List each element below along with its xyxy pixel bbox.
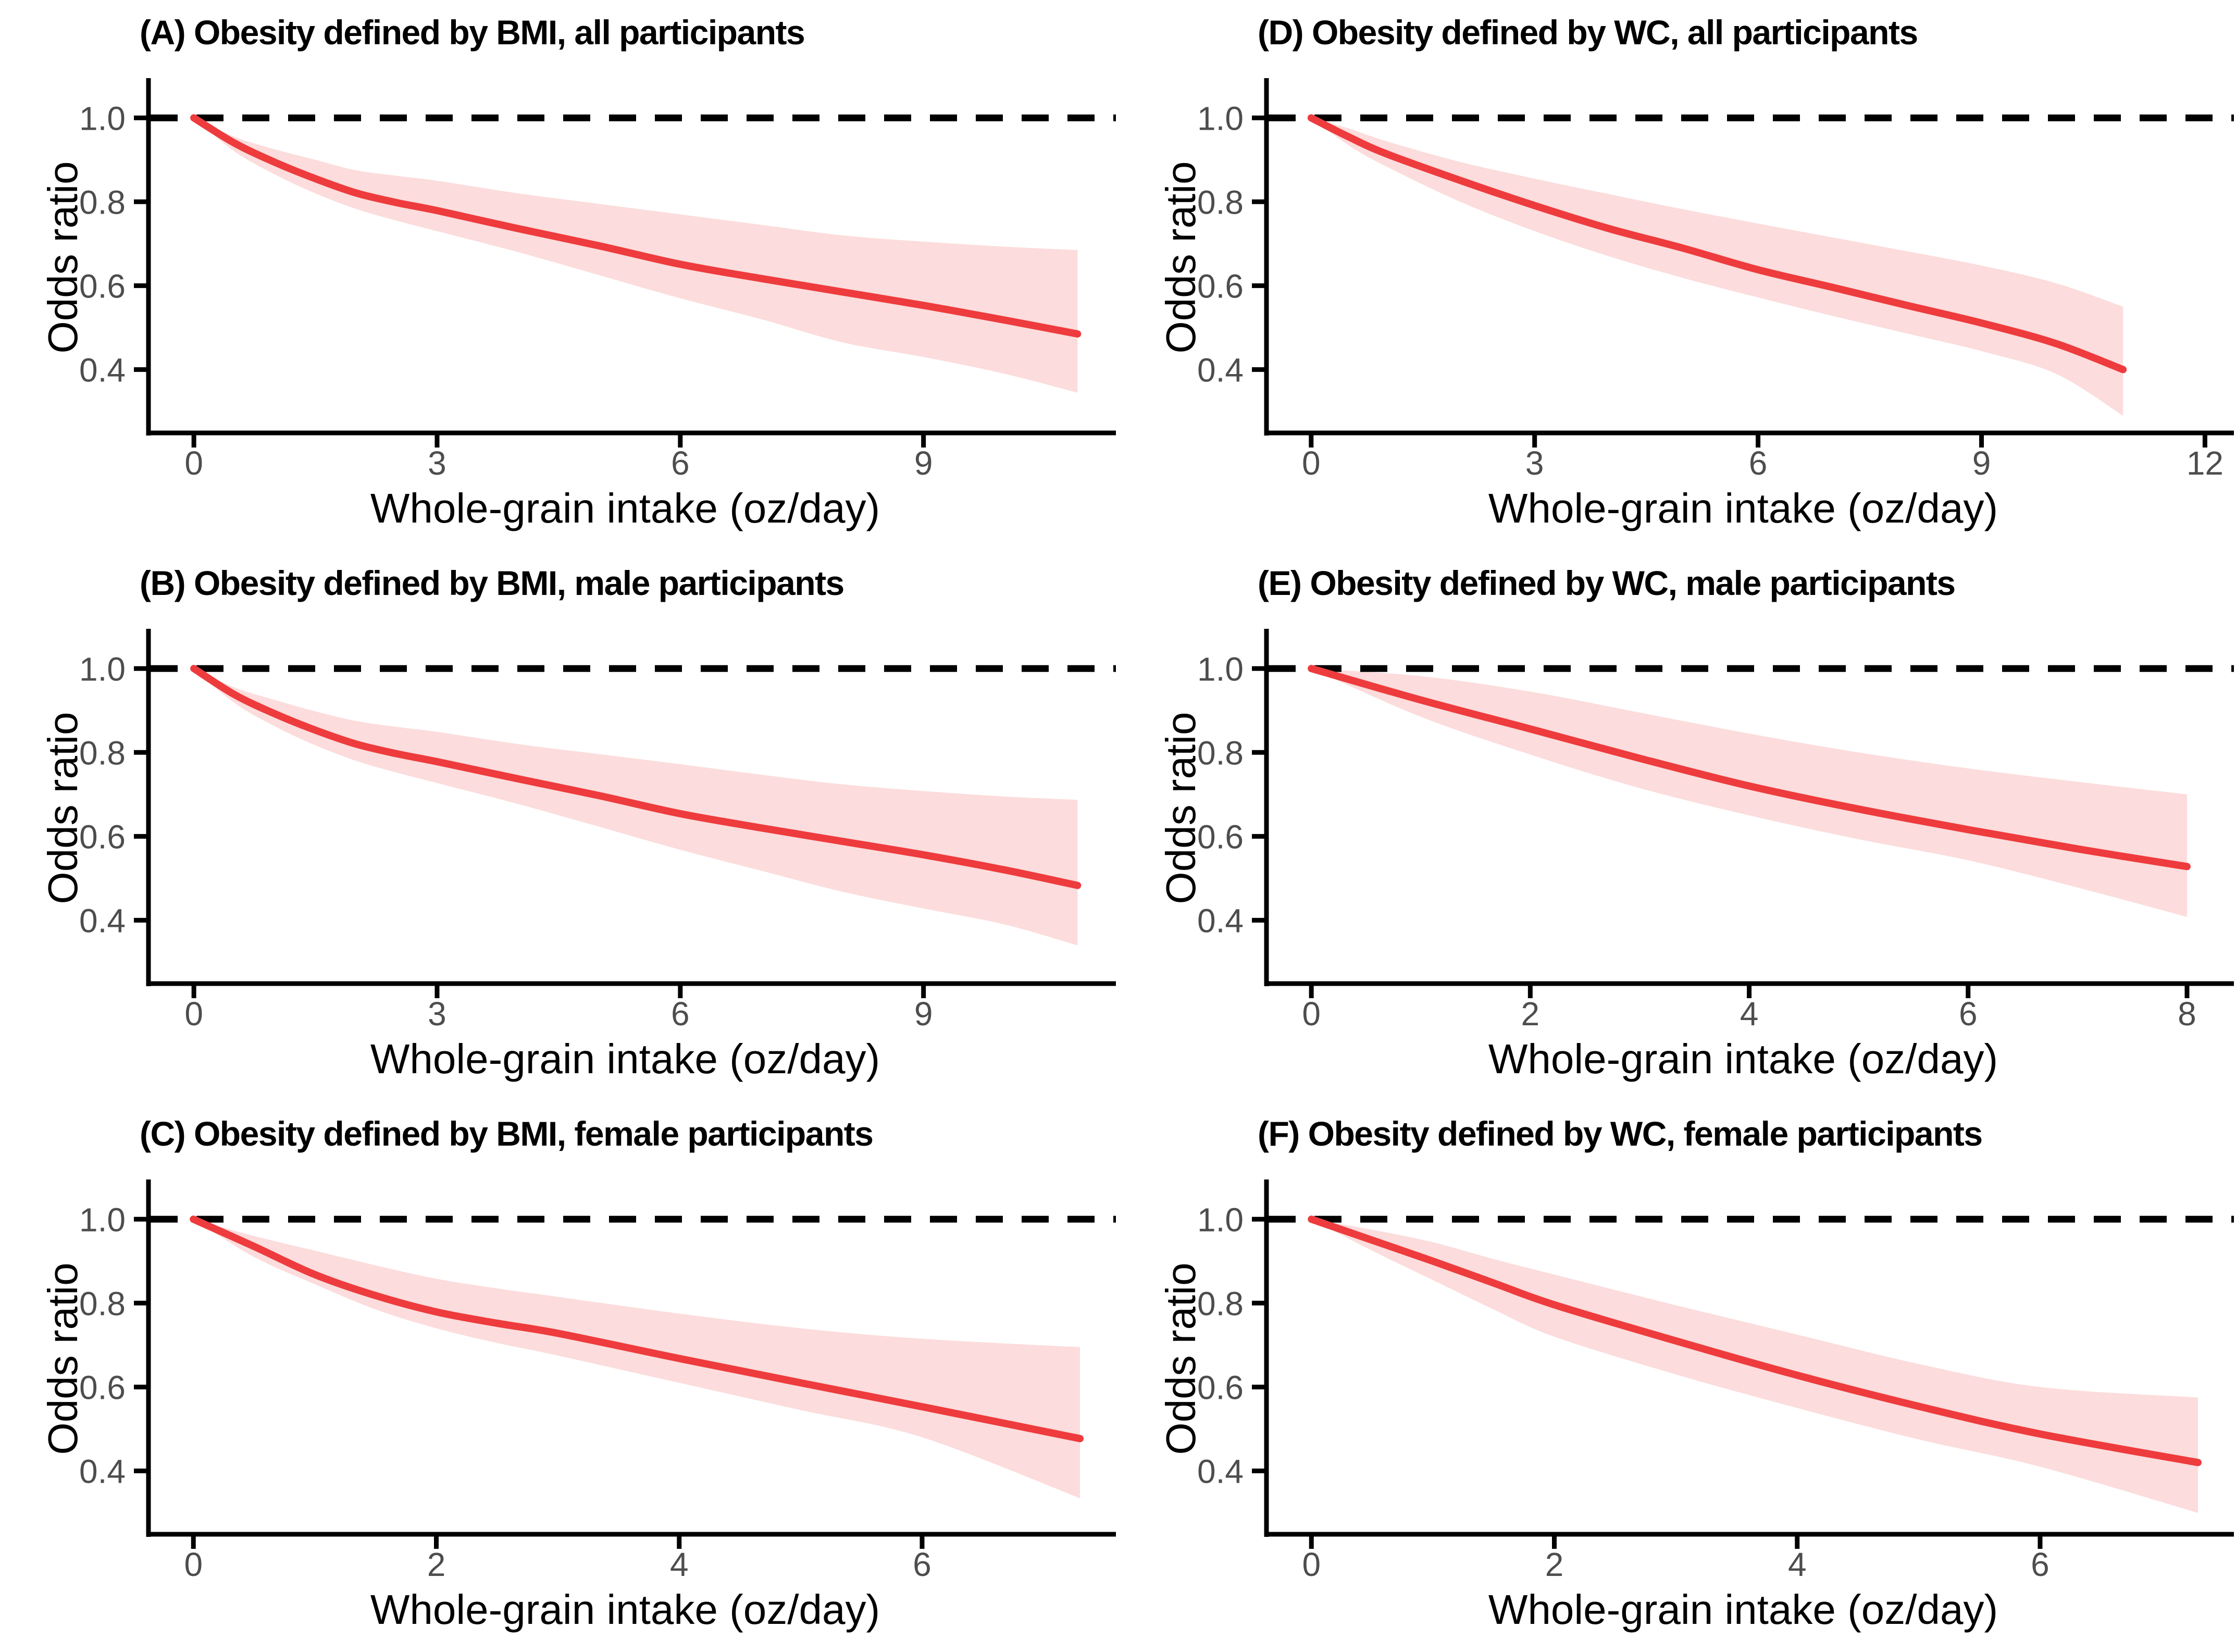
y-tick-label: 0.8 xyxy=(1197,1285,1244,1322)
x-tick-label: 9 xyxy=(914,995,933,1033)
x-tick-label: 4 xyxy=(1740,995,1759,1033)
x-tick-label: 12 xyxy=(2187,444,2223,482)
x-tick-label: 3 xyxy=(428,444,446,482)
y-tick-label: 0.4 xyxy=(1197,351,1244,389)
x-tick-label: 6 xyxy=(671,444,690,482)
confidence-band xyxy=(193,1219,1080,1498)
panel-E-title: (E) Obesity defined by WC, male particip… xyxy=(1258,564,1956,602)
y-tick-label: 0.8 xyxy=(1197,183,1244,221)
y-axis-title: Odds ratio xyxy=(40,712,86,904)
panel-F-title: (F) Obesity defined by WC, female partic… xyxy=(1258,1114,1983,1153)
odds-ratio-curve xyxy=(1307,114,2127,374)
x-tick-label: 4 xyxy=(1788,1546,1807,1583)
y-tick-label: 0.4 xyxy=(79,351,126,389)
panel-C-plot: 0.4 0.6 0.8 1.0 0 2 4 6 Whole-grain intake (oz/d… xyxy=(40,1179,1116,1633)
x-tick-label: 6 xyxy=(2031,1546,2049,1583)
panel-D-plot: 0.4 0.6 0.8 1.0 0 3 6 9 12 Whole-grain intake (oz… xyxy=(1158,78,2234,531)
panel-F: (F) Obesity defined by WC, female partic… xyxy=(1118,1101,2236,1652)
odds-ratio-curve xyxy=(190,114,1082,338)
panel-C-title: (C) Obesity defined by BMI, female parti… xyxy=(140,1114,874,1153)
y-tick-label: 0.6 xyxy=(79,267,126,305)
y-tick-label: 1.0 xyxy=(79,650,126,688)
x-axis-title: Whole-grain intake (oz/day) xyxy=(370,485,880,531)
x-tick-label: 0 xyxy=(1302,995,1321,1033)
odds-ratio-curve xyxy=(1308,1215,2202,1467)
y-tick-label: 1.0 xyxy=(79,100,126,137)
y-tick-label: 1.0 xyxy=(1197,1201,1244,1238)
panel-E: (E) Obesity defined by WC, male particip… xyxy=(1118,551,2236,1101)
panel-D-title: (D) Obesity defined by WC, all participa… xyxy=(1258,13,1918,52)
y-tick-label: 0.4 xyxy=(1197,902,1244,939)
x-tick-label: 3 xyxy=(428,995,446,1033)
y-tick-label: 1.0 xyxy=(1197,100,1244,137)
panel-B-title: (B) Obesity defined by BMI, male partici… xyxy=(140,564,844,602)
x-axis-title: Whole-grain intake (oz/day) xyxy=(1488,1586,1998,1633)
y-tick-label: 1.0 xyxy=(1197,650,1244,688)
y-tick-label: 0.6 xyxy=(79,818,126,855)
x-axis-title: Whole-grain intake (oz/day) xyxy=(370,1036,880,1082)
panel-A: (A) Obesity defined by BMI, all particip… xyxy=(0,0,1118,551)
panel-C: (C) Obesity defined by BMI, female parti… xyxy=(0,1101,1118,1652)
panel-B-plot: 0.4 0.6 0.8 1.0 0 3 6 9 Whole-grain intake (oz/d… xyxy=(40,629,1116,1082)
y-tick-label: 0.8 xyxy=(79,1285,126,1322)
panel-F-plot: 0.4 0.6 0.8 1.0 0 2 4 6 Whole-grain intake (oz/d… xyxy=(1158,1179,2234,1633)
x-axis-title: Whole-grain intake (oz/day) xyxy=(1488,485,1998,531)
x-tick-label: 2 xyxy=(1545,1546,1564,1583)
x-tick-label: 9 xyxy=(914,444,933,482)
x-tick-label: 6 xyxy=(1749,444,1768,482)
panel-A-title: (A) Obesity defined by BMI, all particip… xyxy=(140,13,805,52)
y-axis-title: Odds ratio xyxy=(40,161,86,353)
y-tick-label: 0.6 xyxy=(1197,818,1244,855)
y-tick-label: 0.6 xyxy=(1197,1369,1244,1406)
y-axis-title: Odds ratio xyxy=(1158,712,1204,904)
y-axis-title: Odds ratio xyxy=(40,1262,86,1455)
x-tick-label: 6 xyxy=(1959,995,1978,1033)
y-tick-label: 0.4 xyxy=(79,902,126,939)
y-tick-label: 1.0 xyxy=(79,1201,126,1238)
y-axis-title: Odds ratio xyxy=(1158,161,1204,353)
x-tick-label: 0 xyxy=(184,1546,203,1583)
panel-B: (B) Obesity defined by BMI, male partici… xyxy=(0,551,1118,1101)
y-tick-label: 0.8 xyxy=(79,183,126,221)
panel-E-plot: 0.4 0.6 0.8 1.0 0 2 4 6 8 Whole-grain intake (oz/… xyxy=(1158,629,2234,1082)
x-tick-label: 4 xyxy=(670,1546,689,1583)
x-tick-label: 0 xyxy=(184,444,203,482)
y-tick-label: 0.4 xyxy=(79,1452,126,1490)
x-tick-label: 2 xyxy=(1521,995,1540,1033)
odds-ratio-curve xyxy=(1308,665,2191,871)
x-tick-label: 6 xyxy=(913,1546,931,1583)
x-axis-title: Whole-grain intake (oz/day) xyxy=(370,1586,880,1633)
x-tick-label: 8 xyxy=(2178,995,2196,1033)
panel-A-plot: 0.4 0.6 0.8 1.0 0 3 6 9 Whole-grain intake (oz/d… xyxy=(40,78,1116,531)
x-tick-label: 0 xyxy=(1302,1546,1321,1583)
x-tick-label: 0 xyxy=(184,995,203,1033)
y-tick-label: 0.6 xyxy=(1197,267,1244,305)
panel-D: (D) Obesity defined by WC, all participa… xyxy=(1118,0,2236,551)
y-tick-label: 0.4 xyxy=(1197,1452,1244,1490)
x-axis-title: Whole-grain intake (oz/day) xyxy=(1488,1036,1998,1082)
confidence-band xyxy=(1311,118,2123,416)
x-tick-label: 9 xyxy=(1972,444,1991,482)
y-tick-label: 0.6 xyxy=(79,1369,126,1406)
y-tick-label: 0.8 xyxy=(79,734,126,772)
x-tick-label: 3 xyxy=(1525,444,1544,482)
x-tick-label: 2 xyxy=(427,1546,446,1583)
x-tick-label: 0 xyxy=(1302,444,1321,482)
y-tick-label: 0.8 xyxy=(1197,734,1244,772)
x-tick-label: 6 xyxy=(671,995,690,1033)
y-axis-title: Odds ratio xyxy=(1158,1262,1204,1455)
odds-ratio-curve xyxy=(190,1215,1084,1443)
odds-ratio-curve xyxy=(190,665,1082,889)
